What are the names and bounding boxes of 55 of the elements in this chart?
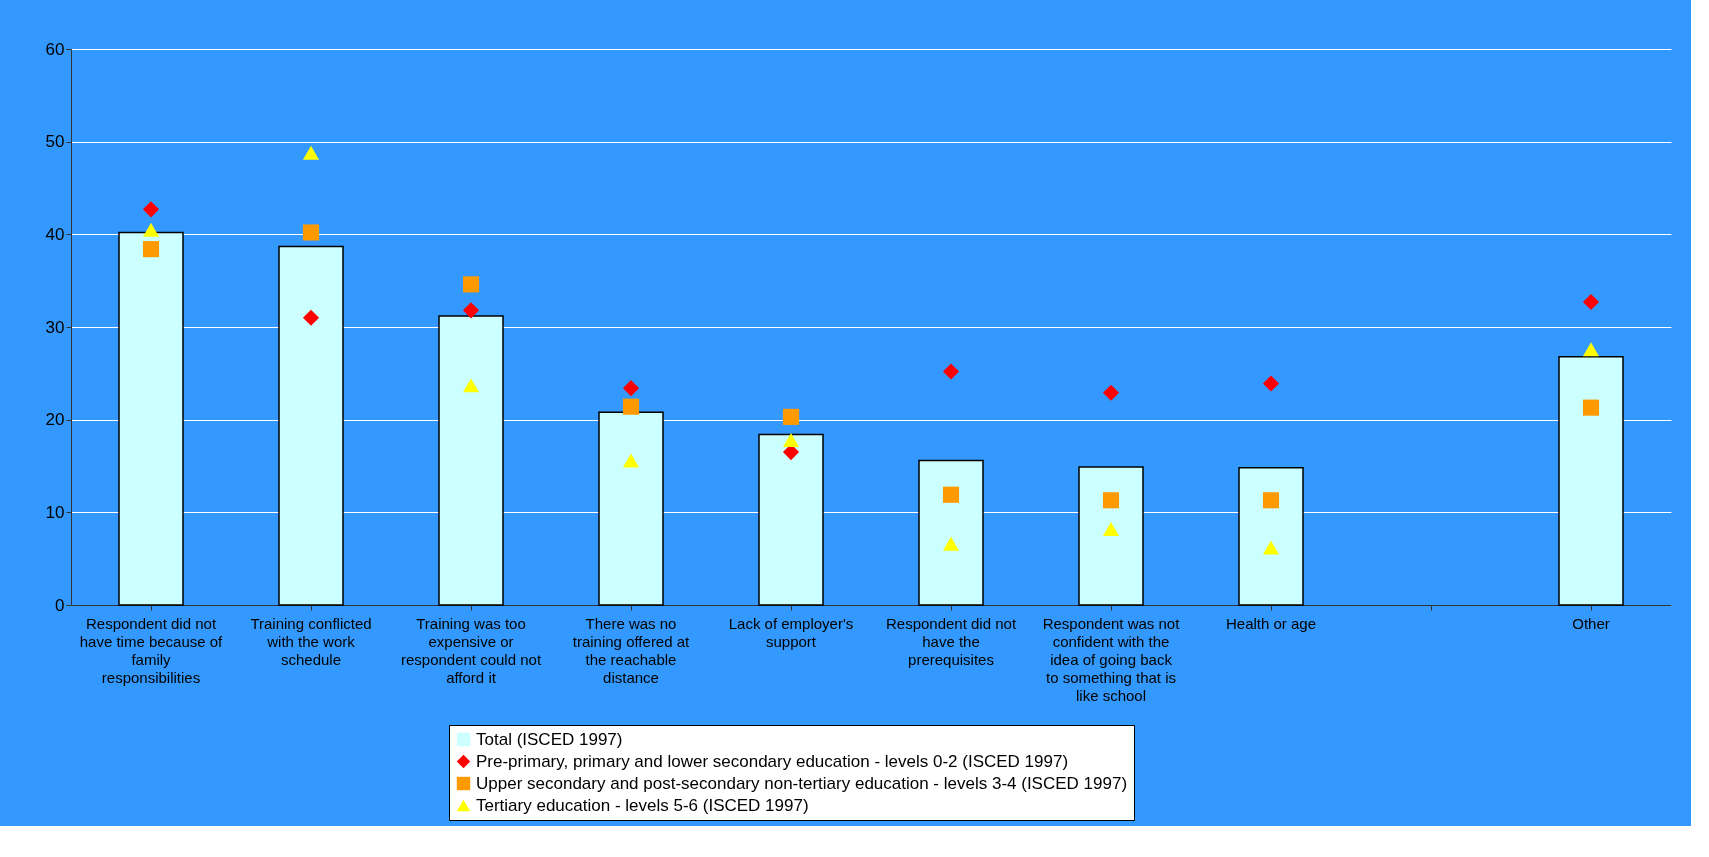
x-tick-label: Training conflicted with the work schedule bbox=[250, 614, 372, 668]
point bbox=[942, 363, 960, 380]
x-tick-label: Training was too expensive or respondent could not afford it bbox=[400, 614, 542, 686]
bar bbox=[918, 459, 984, 606]
point bbox=[1582, 342, 1600, 357]
point bbox=[782, 408, 800, 425]
bar bbox=[118, 231, 184, 606]
point bbox=[1262, 492, 1280, 509]
y-tick-label: 20 bbox=[45, 410, 65, 430]
bar bbox=[278, 245, 344, 606]
point bbox=[462, 302, 480, 319]
point bbox=[942, 486, 960, 503]
point bbox=[1102, 384, 1120, 401]
legend-label: Pre-primary, primary and lower secondary education - levels 0-2 (ISCED 1997) bbox=[476, 751, 1069, 771]
point bbox=[462, 276, 480, 293]
x-tick-label: Respondent did not have time because of family responsibilities bbox=[79, 614, 224, 686]
point bbox=[1262, 375, 1280, 392]
point bbox=[1102, 492, 1120, 509]
x-tick-label: Health or age bbox=[1225, 614, 1317, 632]
point bbox=[302, 145, 320, 160]
y-tick-label: 10 bbox=[45, 502, 65, 522]
bar bbox=[1078, 466, 1144, 606]
point bbox=[942, 536, 960, 551]
point bbox=[462, 378, 480, 393]
point bbox=[1582, 399, 1600, 416]
y-tick-label: 50 bbox=[45, 132, 65, 152]
x-tick-label: Lack of employer's support bbox=[728, 614, 854, 650]
point bbox=[302, 309, 320, 326]
x-tick-label: Respondent was not confident with the idea of going back to something that is like school bbox=[1042, 614, 1181, 704]
bar bbox=[438, 315, 504, 606]
point bbox=[1582, 293, 1600, 311]
point bbox=[1262, 540, 1280, 555]
point bbox=[622, 453, 640, 468]
x-tick-label: Respondent did not have the prerequisites bbox=[885, 614, 1017, 668]
point bbox=[622, 380, 640, 397]
bar bbox=[1238, 467, 1304, 606]
bar bbox=[758, 433, 824, 606]
point bbox=[142, 241, 160, 258]
x-tick-label: There was no training offered at the reachable distance bbox=[572, 614, 691, 686]
y-tick-label: 0 bbox=[55, 595, 65, 615]
bar bbox=[598, 411, 664, 606]
x-tick-label: Other bbox=[1572, 614, 1610, 632]
y-tick-label: 40 bbox=[45, 224, 65, 244]
bar bbox=[1558, 355, 1624, 606]
point bbox=[142, 222, 160, 237]
legend-label: Total (ISCED 1997) bbox=[476, 729, 623, 749]
y-tick-label: 60 bbox=[45, 39, 65, 59]
point bbox=[142, 201, 160, 218]
y-tick-label: 30 bbox=[45, 317, 65, 337]
point bbox=[1102, 522, 1120, 536]
point bbox=[302, 224, 320, 241]
point bbox=[782, 433, 800, 448]
legend-label: Tertiary education - levels 5-6 (ISCED 1997) bbox=[476, 795, 809, 815]
point bbox=[622, 398, 640, 415]
legend-label: Upper secondary and post-secondary non-tertiary education - levels 3-4 (ISCED 1997) bbox=[476, 773, 1128, 793]
